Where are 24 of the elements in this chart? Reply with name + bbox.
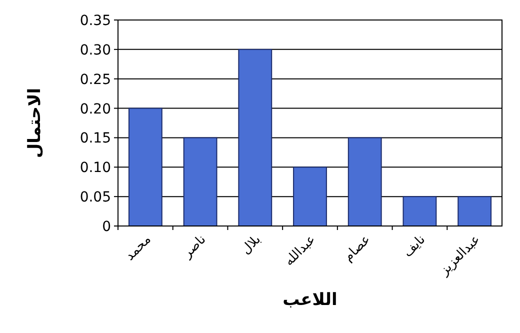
x-tick-label: محمد [122, 232, 154, 264]
bar [238, 48, 272, 226]
y-tick-label: 0.25 [80, 72, 111, 88]
bar [128, 108, 162, 226]
y-tick-label: 0.10 [80, 160, 111, 176]
y-tick-label: 0.20 [80, 101, 111, 118]
x-tick-label: بلال [238, 232, 264, 258]
x-tick-label: عبدالله [282, 232, 319, 270]
x-tick-label: عصام [341, 232, 374, 265]
y-tick-label: 0.05 [80, 190, 111, 206]
y-tick-label: 0.30 [80, 42, 111, 58]
bar [293, 166, 327, 226]
x-axis-title: اللاعب [282, 290, 338, 310]
x-tick-label: عبدالعزيز [436, 232, 484, 280]
bar [402, 196, 437, 226]
y-tick-label: 0.35 [80, 13, 111, 29]
y-tick-label: 0.15 [80, 130, 111, 147]
x-tick-label: نايف [400, 232, 429, 260]
bar [458, 196, 492, 226]
y-axis-title: الاحتمال [25, 88, 45, 158]
x-tick-label: ناصر [180, 232, 210, 262]
bar [183, 137, 218, 226]
bar [348, 137, 382, 226]
y-tick-label: 0 [102, 219, 111, 235]
